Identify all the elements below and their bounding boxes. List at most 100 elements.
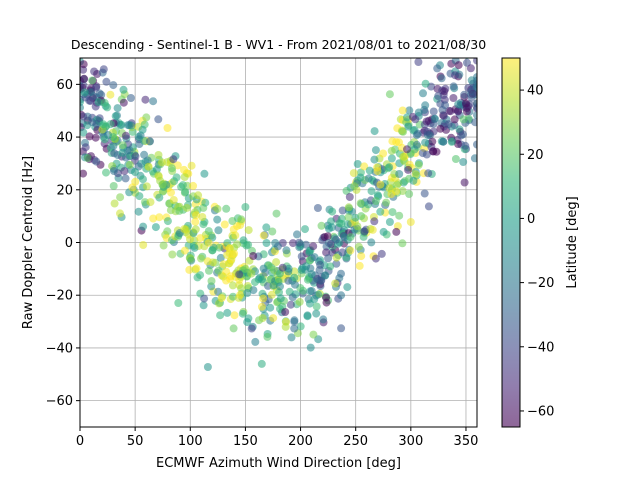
scatter-point xyxy=(473,103,477,112)
scatter-point xyxy=(449,94,458,102)
scatter-point xyxy=(437,26,445,34)
scatter-point xyxy=(214,266,223,275)
scatter-point xyxy=(454,61,463,70)
scatter-point xyxy=(460,178,469,187)
scatter-point xyxy=(284,276,293,285)
y-tick-label: 60 xyxy=(56,78,73,93)
colorbar-tick-label: −60 xyxy=(527,404,554,419)
scatter-point xyxy=(102,77,111,86)
scatter-point xyxy=(303,275,312,284)
scatter-point xyxy=(249,252,258,260)
scatter-point xyxy=(238,309,247,318)
scatter-point xyxy=(109,167,118,175)
y-axis: −60 −40 −20 0 20 40 60 xyxy=(46,78,80,409)
scatter-point xyxy=(272,258,281,267)
y-tick-label: −60 xyxy=(46,394,73,409)
scatter-point xyxy=(470,154,477,163)
scatter-point xyxy=(94,98,103,107)
scatter-point xyxy=(441,101,450,110)
scatter-point xyxy=(259,294,268,303)
x-axis-label: ECMWF Azimuth Wind Direction [deg] xyxy=(156,456,401,471)
scatter-point xyxy=(103,103,112,112)
scatter-point xyxy=(138,125,147,134)
scatter-point xyxy=(247,324,256,333)
scatter-point xyxy=(167,164,176,173)
scatter-point xyxy=(110,199,119,208)
scatter-point xyxy=(413,129,422,138)
scatter-point xyxy=(198,213,207,221)
chart-title: Descending - Sentinel-1 B - WV1 - From 2… xyxy=(71,37,486,52)
scatter-point xyxy=(437,74,446,83)
x-tick-label: 50 xyxy=(127,434,144,449)
scatter-point xyxy=(243,289,252,297)
scatter-point xyxy=(462,104,471,112)
scatter-point xyxy=(124,121,132,130)
scatter-point xyxy=(447,137,456,146)
scatter-point xyxy=(473,82,477,91)
scatter-point xyxy=(312,302,321,311)
scatter-point xyxy=(346,246,355,255)
scatter-point xyxy=(192,264,201,273)
scatter-point xyxy=(158,158,166,167)
scatter-point xyxy=(241,264,250,273)
scatter-point xyxy=(204,227,213,236)
scatter-point xyxy=(433,64,442,73)
scatter-point xyxy=(450,115,459,124)
scatter-point xyxy=(322,293,331,302)
scatter-point xyxy=(371,146,380,155)
y-axis-label: Raw Doppler Centroid [Hz] xyxy=(21,156,36,329)
scatter-point xyxy=(412,140,421,149)
scatter-point xyxy=(92,83,101,92)
scatter-point xyxy=(439,137,448,146)
scatter-point xyxy=(141,198,149,207)
scatter-point xyxy=(385,90,394,99)
scatter-point xyxy=(379,227,388,236)
scatter-point xyxy=(338,248,347,257)
scatter-point xyxy=(316,260,325,269)
scatter-point xyxy=(406,218,415,226)
x-axis: 0 50 100 150 200 250 300 350 xyxy=(76,427,478,449)
scatter-point xyxy=(92,157,101,166)
scatter-point xyxy=(364,174,373,183)
scatter-point xyxy=(368,225,377,234)
scatter-point xyxy=(354,242,363,251)
scatter-point xyxy=(454,100,463,109)
scatter-point xyxy=(432,147,441,156)
scatter-point xyxy=(233,240,241,249)
scatter-point xyxy=(106,90,115,99)
scatter-point xyxy=(272,209,281,218)
scatter-point xyxy=(203,363,212,371)
scatter-point xyxy=(429,120,438,128)
scatter-point xyxy=(398,187,407,195)
scatter-point xyxy=(323,232,332,241)
scatter-point xyxy=(135,192,144,201)
scatter-point xyxy=(290,316,299,325)
scatter-point xyxy=(353,222,362,231)
scatter-point xyxy=(80,60,88,69)
scatter-point xyxy=(109,182,118,190)
scatter-point xyxy=(200,294,209,303)
scatter-point xyxy=(140,150,149,159)
colorbar-tick-label: 20 xyxy=(527,148,544,163)
scatter-point xyxy=(257,359,266,368)
scatter-point xyxy=(405,190,414,198)
scatter-point xyxy=(395,211,404,220)
scatter-point xyxy=(131,152,140,161)
scatter-point xyxy=(208,258,217,267)
scatter-point xyxy=(387,154,396,163)
scatter-point xyxy=(287,333,296,342)
scatter-point xyxy=(180,225,189,233)
scatter-point xyxy=(289,239,297,248)
scatter-point xyxy=(169,196,178,204)
scatter-point xyxy=(146,137,154,146)
scatter-point xyxy=(259,231,268,240)
scatter-point xyxy=(307,287,316,295)
scatter-point xyxy=(421,138,430,147)
scatter-point xyxy=(467,93,476,102)
colorbar-axis: −60 −40 −20 0 20 40 xyxy=(520,84,554,419)
scatter-point xyxy=(81,143,90,152)
scatter-point xyxy=(199,220,208,229)
scatter-point xyxy=(99,120,108,129)
scatter-point xyxy=(228,281,237,290)
scatter-point xyxy=(215,243,224,252)
